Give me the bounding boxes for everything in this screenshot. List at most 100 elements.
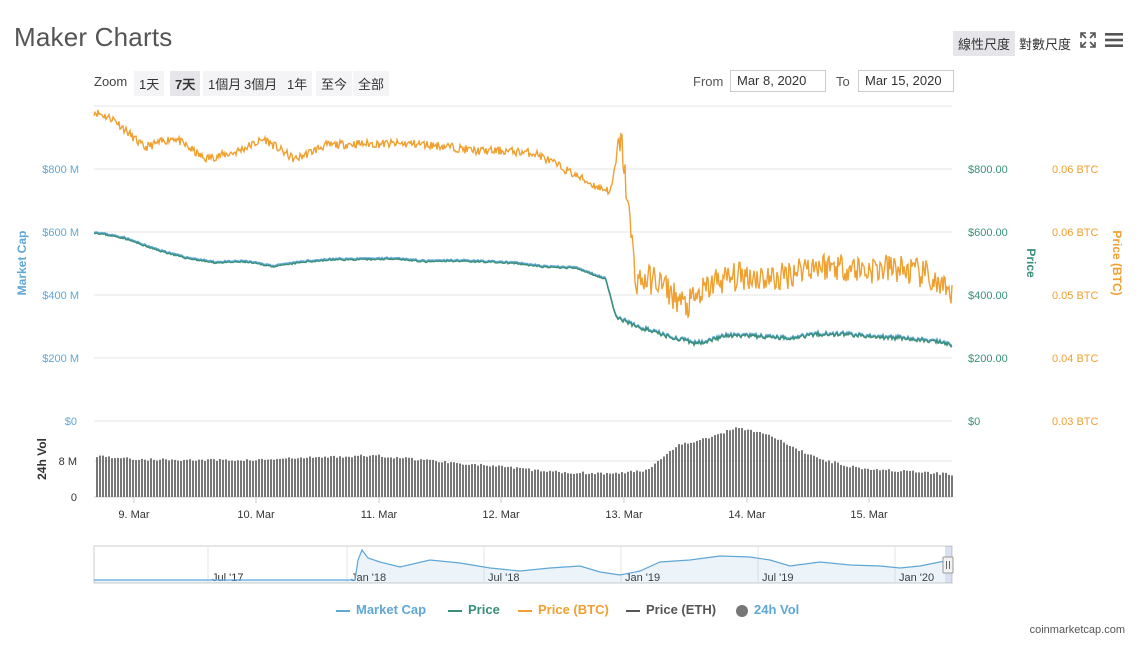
x-tick-label: 12. Mar — [482, 509, 520, 521]
x-tick-label: 10. Mar — [237, 509, 275, 521]
volume-bar — [294, 458, 296, 497]
zoom-3m-button[interactable]: 3個月 — [239, 71, 283, 96]
volume-bar — [882, 469, 884, 497]
volume-bar — [645, 469, 647, 497]
log-scale-button[interactable]: 對數尺度 — [1019, 37, 1072, 52]
volume-bar — [555, 470, 557, 497]
volume-bar — [681, 444, 683, 497]
volume-bar — [255, 460, 257, 497]
legend-price[interactable]: Price — [448, 602, 500, 617]
volume-bar — [615, 472, 617, 497]
volume-bar — [141, 458, 143, 497]
hamburger-menu-icon[interactable] — [1104, 30, 1124, 50]
volume-bar — [348, 456, 350, 497]
volume-bar — [906, 470, 908, 497]
volume-bar — [261, 458, 263, 497]
volume-bar — [414, 460, 416, 497]
navigator-handle[interactable] — [942, 556, 954, 574]
volume-tick-label: 0 — [71, 492, 77, 504]
to-date-input[interactable]: Mar 15, 2020 — [858, 70, 954, 92]
volume-bar — [402, 458, 404, 497]
zoom-7d-button[interactable]: 7天 — [170, 71, 201, 96]
volume-bar — [867, 468, 869, 497]
legend-24h-vol[interactable]: 24h Vol — [736, 602, 799, 617]
volume-bar — [249, 460, 251, 497]
volume-bar — [543, 471, 545, 497]
volume-bar — [186, 459, 188, 497]
volume-bar — [795, 448, 797, 497]
volume-bar — [648, 469, 650, 497]
volume-bar — [267, 459, 269, 497]
legend-price-btc-swatch — [518, 609, 532, 612]
from-label: From — [693, 74, 724, 89]
volume-bar — [942, 472, 944, 497]
volume-bar — [510, 466, 512, 497]
volume-bar — [342, 457, 344, 497]
volume-bar — [183, 459, 185, 497]
volume-bar — [603, 474, 605, 497]
legend-price-eth[interactable]: Price (ETH) — [626, 602, 716, 617]
volume-bar — [399, 458, 401, 497]
legend-price-btc[interactable]: Price (BTC) — [518, 602, 609, 617]
volume-bar — [237, 460, 239, 497]
volume-bar — [618, 473, 620, 497]
linear-scale-button[interactable]: 線性尺度 — [953, 31, 1016, 56]
volume-bar — [843, 465, 845, 497]
volume-bar — [465, 464, 467, 497]
navigator-line — [94, 548, 946, 581]
volume-bar — [492, 465, 494, 497]
volume-bar — [747, 429, 749, 497]
credit-link[interactable]: coinmarketcap.com — [1029, 624, 1125, 636]
volume-bar — [549, 470, 551, 497]
volume-bar — [435, 461, 437, 497]
volume-bar — [444, 461, 446, 497]
volume-bar — [822, 459, 824, 497]
volume-bar — [153, 459, 155, 497]
volume-bar — [327, 457, 329, 497]
navigator-tick-label: Jul '17 — [212, 572, 243, 584]
volume-bar — [252, 460, 254, 497]
volume-bar — [270, 459, 272, 497]
fullscreen-icon[interactable] — [1078, 30, 1098, 50]
volume-bar — [159, 459, 161, 497]
zoom-all-button[interactable]: 全部 — [353, 71, 390, 96]
volume-bars — [96, 427, 953, 497]
volume-bar — [726, 430, 728, 497]
volume-bar — [888, 469, 890, 497]
volume-bar — [720, 433, 722, 497]
volume-bar — [891, 471, 893, 497]
volume-bar — [687, 443, 689, 497]
volume-bar — [774, 438, 776, 497]
volume-bar — [753, 432, 755, 497]
volume-bar — [471, 464, 473, 497]
volume-bar — [675, 447, 677, 497]
volume-top-tick-label: $0 — [65, 416, 77, 428]
volume-bar — [222, 459, 224, 497]
volume-bar — [108, 456, 110, 497]
zoom-1y-button[interactable]: 1年 — [282, 71, 313, 96]
volume-bar — [309, 456, 311, 497]
legend-price-eth-label: Price (ETH) — [646, 602, 717, 617]
zoom-ytd-button[interactable]: 至今 — [316, 71, 353, 96]
volume-bar — [936, 472, 938, 497]
volume-bar — [873, 469, 875, 497]
legend-market-cap[interactable]: Market Cap — [336, 602, 426, 617]
volume-bar — [903, 470, 905, 497]
volume-bar — [570, 473, 572, 497]
volume-bar — [501, 465, 503, 497]
volume-bar — [219, 459, 221, 497]
volume-bar — [705, 438, 707, 497]
legend-market-cap-swatch — [336, 609, 350, 612]
volume-bar — [612, 473, 614, 497]
volume-bar — [486, 465, 488, 497]
volume-bar — [519, 467, 521, 497]
volume-bar — [114, 458, 116, 497]
volume-bar — [792, 446, 794, 497]
volume-bar — [366, 456, 368, 497]
volume-bar — [690, 442, 692, 497]
volume-bar — [534, 469, 536, 497]
from-date-input[interactable]: Mar 8, 2020 — [730, 70, 826, 92]
to-label: To — [836, 74, 850, 89]
zoom-1d-button[interactable]: 1天 — [134, 71, 165, 96]
volume-bar — [111, 458, 113, 497]
